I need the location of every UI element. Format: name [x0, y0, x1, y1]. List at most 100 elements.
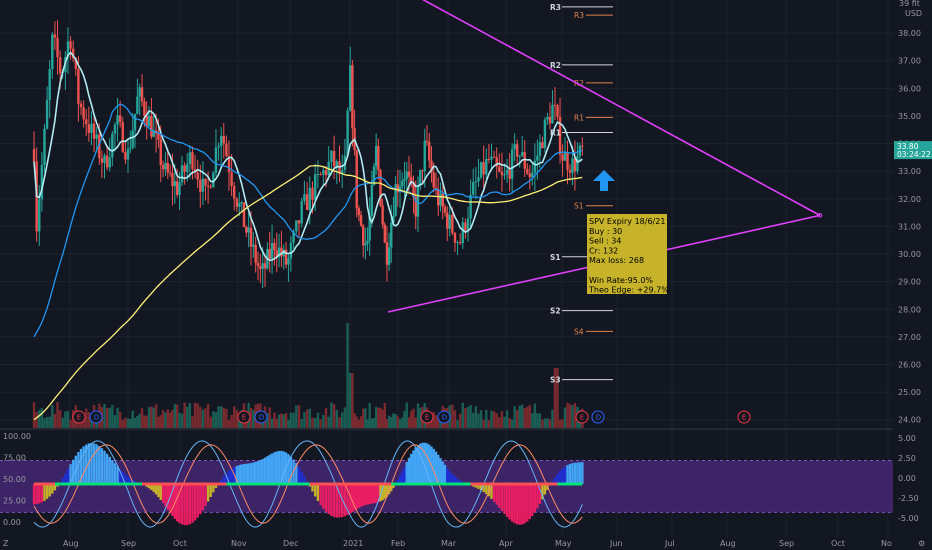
histogram-bar	[414, 447, 417, 484]
candle-body	[541, 142, 544, 149]
histogram-bar	[528, 484, 531, 520]
volume-bar	[573, 402, 577, 428]
candle-body	[566, 152, 569, 170]
histogram-bar	[206, 484, 210, 502]
ma-mid-line	[33, 103, 583, 338]
histogram-bar	[166, 484, 169, 510]
candle-body	[387, 247, 391, 265]
buy-arrow-icon	[593, 170, 615, 191]
volume-bar	[233, 406, 236, 428]
volume-bar	[282, 414, 285, 428]
candle-body	[136, 96, 139, 114]
candle-body	[521, 152, 524, 156]
earnings-marker	[575, 410, 589, 424]
volume-bar	[168, 412, 172, 428]
price-tick: 27.00	[898, 333, 921, 342]
histogram-bar	[92, 443, 96, 484]
candle-body	[419, 170, 422, 186]
volume-bar	[482, 419, 485, 428]
histogram-bar	[500, 484, 504, 511]
volume-bar	[266, 413, 269, 428]
volume-bar	[69, 419, 72, 428]
marker-letter: D	[596, 414, 601, 422]
candle-body	[403, 178, 406, 182]
volume-bar	[464, 408, 467, 428]
histogram-bar	[113, 463, 117, 484]
candle-body	[186, 164, 189, 172]
volume-bar	[180, 413, 184, 428]
histogram-bar	[129, 478, 132, 484]
candle-body	[319, 174, 322, 176]
volume-bar	[277, 414, 281, 428]
histogram-bar	[259, 460, 262, 484]
time-tick: May	[555, 539, 572, 548]
volume-bar	[152, 407, 155, 428]
histogram-bar	[199, 484, 202, 515]
candle-body	[466, 218, 470, 231]
candle-body	[518, 155, 521, 157]
price-tick: 31.00	[898, 222, 921, 231]
candle-body	[432, 172, 435, 188]
volume-bar	[32, 402, 36, 428]
volume-bar	[546, 418, 549, 428]
histogram-bar	[543, 484, 547, 495]
price-tag-countdown: 03:24:22	[897, 150, 931, 159]
volume-bar	[118, 411, 122, 428]
candle-body	[362, 225, 365, 246]
histogram-bar	[385, 484, 389, 497]
volume-bar	[268, 407, 271, 428]
scale-label: 39 fit	[899, 0, 920, 8]
time-tick: Jul	[664, 539, 675, 548]
histogram-bar	[428, 444, 431, 484]
pivot-label: R3	[550, 3, 561, 12]
histogram-bar	[523, 484, 526, 524]
candle-body	[118, 115, 122, 123]
histogram-bar	[379, 484, 382, 502]
candle-body	[503, 174, 506, 176]
candle-body	[379, 170, 382, 206]
candle-body	[51, 34, 54, 70]
volume-bar	[495, 413, 498, 428]
histogram-bar	[186, 484, 189, 526]
time-tick: Oct	[173, 539, 187, 548]
candle-body	[492, 156, 496, 158]
volume-bar	[338, 417, 341, 428]
oscillator-line-fast	[33, 440, 583, 528]
candle-body	[349, 65, 352, 111]
candle-body	[396, 184, 399, 193]
volume-bar	[196, 403, 199, 428]
volume-bar	[538, 413, 542, 428]
volume-bar	[407, 417, 411, 428]
candle-body	[394, 184, 397, 217]
histogram-bar	[327, 484, 330, 515]
volume-bar	[558, 419, 562, 428]
volume-bar	[503, 416, 506, 428]
volume-bar	[161, 410, 165, 428]
histogram-bar	[490, 484, 493, 499]
time-tick: Aug	[63, 539, 79, 548]
volume-bar	[561, 419, 564, 428]
histogram-bar	[40, 484, 44, 503]
volume-bars	[32, 323, 584, 428]
dividend-marker	[254, 410, 268, 424]
price-tick: 25.00	[898, 388, 921, 397]
histogram-bar	[319, 484, 322, 506]
earnings-marker	[237, 410, 251, 424]
candle-body	[289, 242, 293, 259]
histogram-bar	[372, 484, 376, 504]
volume-bar	[66, 410, 70, 428]
candle-body	[48, 69, 51, 100]
candle-body	[297, 220, 301, 224]
histogram-bar	[349, 484, 352, 514]
volume-bar	[225, 408, 228, 428]
volume-bar	[164, 412, 167, 428]
volume-bar	[366, 419, 369, 428]
candle-body	[430, 160, 433, 173]
volume-bar	[138, 413, 141, 428]
candle-body	[284, 249, 288, 265]
histogram-bar	[370, 484, 374, 504]
price-tick: 29.00	[898, 278, 921, 287]
volume-bar	[217, 406, 220, 428]
